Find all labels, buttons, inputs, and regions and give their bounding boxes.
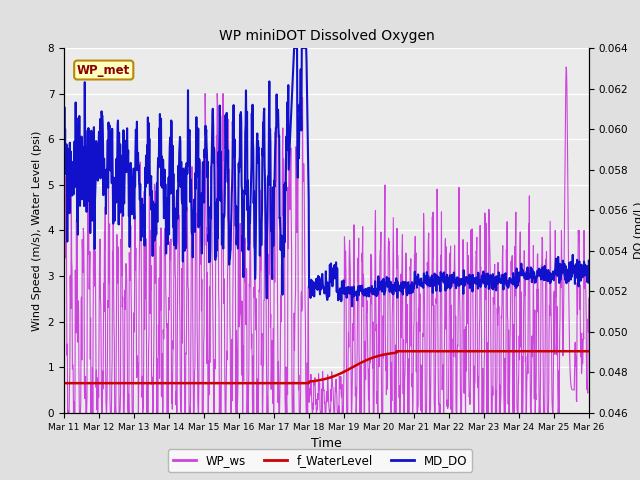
Y-axis label: DO (mg/L): DO (mg/L) xyxy=(634,202,640,259)
X-axis label: Time: Time xyxy=(311,437,342,450)
Text: WP_met: WP_met xyxy=(77,63,131,76)
Title: WP miniDOT Dissolved Oxygen: WP miniDOT Dissolved Oxygen xyxy=(218,29,435,43)
Legend: WP_ws, f_WaterLevel, MD_DO: WP_ws, f_WaterLevel, MD_DO xyxy=(168,449,472,472)
Y-axis label: Wind Speed (m/s), Water Level (psi): Wind Speed (m/s), Water Level (psi) xyxy=(32,130,42,331)
